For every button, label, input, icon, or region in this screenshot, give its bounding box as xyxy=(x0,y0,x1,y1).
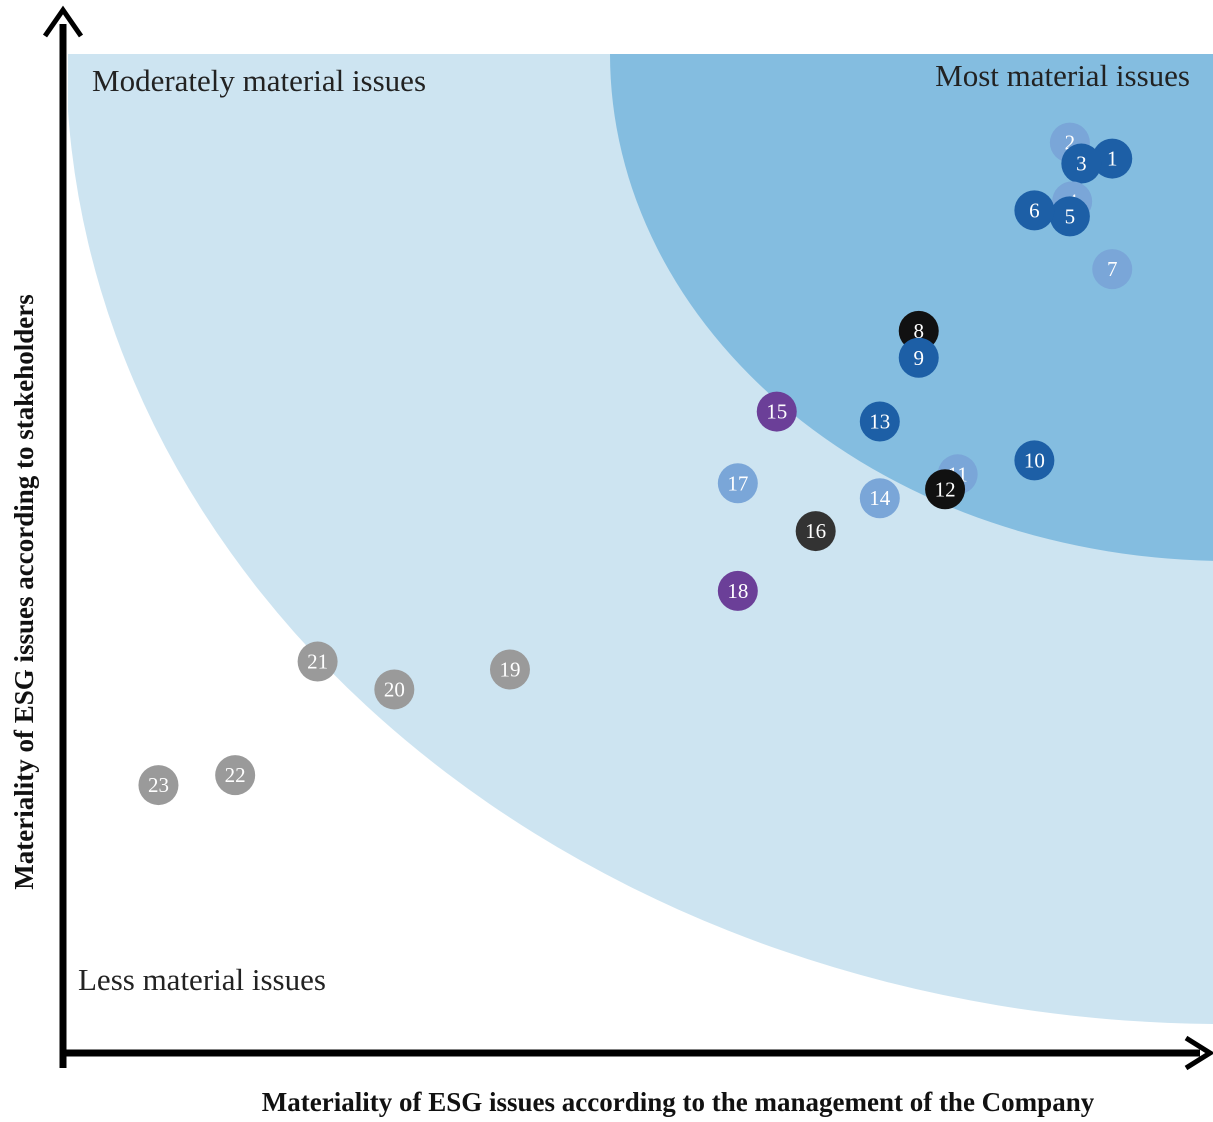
point-marker xyxy=(1092,249,1133,290)
data-point-19: 19 xyxy=(489,649,530,690)
point-label: 16 xyxy=(805,519,826,543)
point-label: 21 xyxy=(307,650,328,674)
point-marker xyxy=(717,570,758,611)
point-marker xyxy=(1092,138,1133,179)
data-point-9: 9 xyxy=(898,337,939,378)
point-marker xyxy=(717,463,758,504)
point-marker xyxy=(138,765,179,806)
most-material-zone xyxy=(610,54,1213,561)
x-axis-arrowhead xyxy=(1184,1035,1213,1071)
point-marker xyxy=(795,511,836,552)
data-point-3: 3 xyxy=(1061,143,1102,184)
data-point-1: 1 xyxy=(1092,138,1133,179)
less-material-label: Less material issues xyxy=(78,962,326,997)
data-point-14: 14 xyxy=(859,478,900,519)
most-material-label: Most material issues xyxy=(935,58,1190,93)
point-label: 10 xyxy=(1024,448,1045,472)
point-label: 19 xyxy=(499,658,520,682)
point-marker xyxy=(1014,440,1055,481)
point-label: 7 xyxy=(1107,257,1118,281)
y-axis-arrowhead xyxy=(42,5,84,38)
data-point-22: 22 xyxy=(215,755,256,796)
point-marker xyxy=(756,391,797,432)
point-label: 6 xyxy=(1029,198,1040,222)
point-label: 3 xyxy=(1076,152,1087,176)
point-label: 12 xyxy=(935,477,956,501)
point-label: 9 xyxy=(913,346,924,370)
point-label: 22 xyxy=(225,763,246,787)
data-point-12: 12 xyxy=(925,469,966,510)
data-point-5: 5 xyxy=(1049,196,1090,237)
point-marker xyxy=(1014,190,1055,231)
y-axis-title: Materiality of ESG issues according to s… xyxy=(9,294,39,889)
point-label: 20 xyxy=(384,677,405,701)
point-label: 15 xyxy=(766,400,787,424)
point-marker xyxy=(374,669,415,710)
data-point-17: 17 xyxy=(717,463,758,504)
point-label: 1 xyxy=(1107,147,1118,171)
point-label: 14 xyxy=(869,486,891,510)
point-marker xyxy=(489,649,530,690)
data-points: 1234567891011121314151617181920212223 xyxy=(138,122,1133,806)
point-label: 23 xyxy=(148,773,169,797)
point-marker xyxy=(1061,143,1102,184)
data-point-18: 18 xyxy=(717,570,758,611)
point-label: 18 xyxy=(727,579,748,603)
data-point-7: 7 xyxy=(1092,249,1133,290)
data-point-16: 16 xyxy=(795,511,836,552)
point-marker xyxy=(898,337,939,378)
data-point-13: 13 xyxy=(859,401,900,442)
data-point-20: 20 xyxy=(374,669,415,710)
point-marker xyxy=(925,469,966,510)
point-marker xyxy=(859,478,900,519)
data-point-10: 10 xyxy=(1014,440,1055,481)
point-label: 5 xyxy=(1065,204,1076,228)
point-label: 2 xyxy=(1065,131,1076,155)
point-label: 17 xyxy=(727,471,748,495)
point-label: 8 xyxy=(913,319,924,343)
moderately-material-label: Moderately material issues xyxy=(92,63,426,98)
data-point-23: 23 xyxy=(138,765,179,806)
data-point-15: 15 xyxy=(756,391,797,432)
point-marker xyxy=(859,401,900,442)
point-label: 13 xyxy=(869,410,890,434)
point-marker xyxy=(215,755,256,796)
data-point-21: 21 xyxy=(297,641,338,682)
x-axis-title: Materiality of ESG issues according to t… xyxy=(262,1087,1095,1117)
point-marker xyxy=(1049,196,1090,237)
data-point-6: 6 xyxy=(1014,190,1055,231)
point-marker xyxy=(297,641,338,682)
